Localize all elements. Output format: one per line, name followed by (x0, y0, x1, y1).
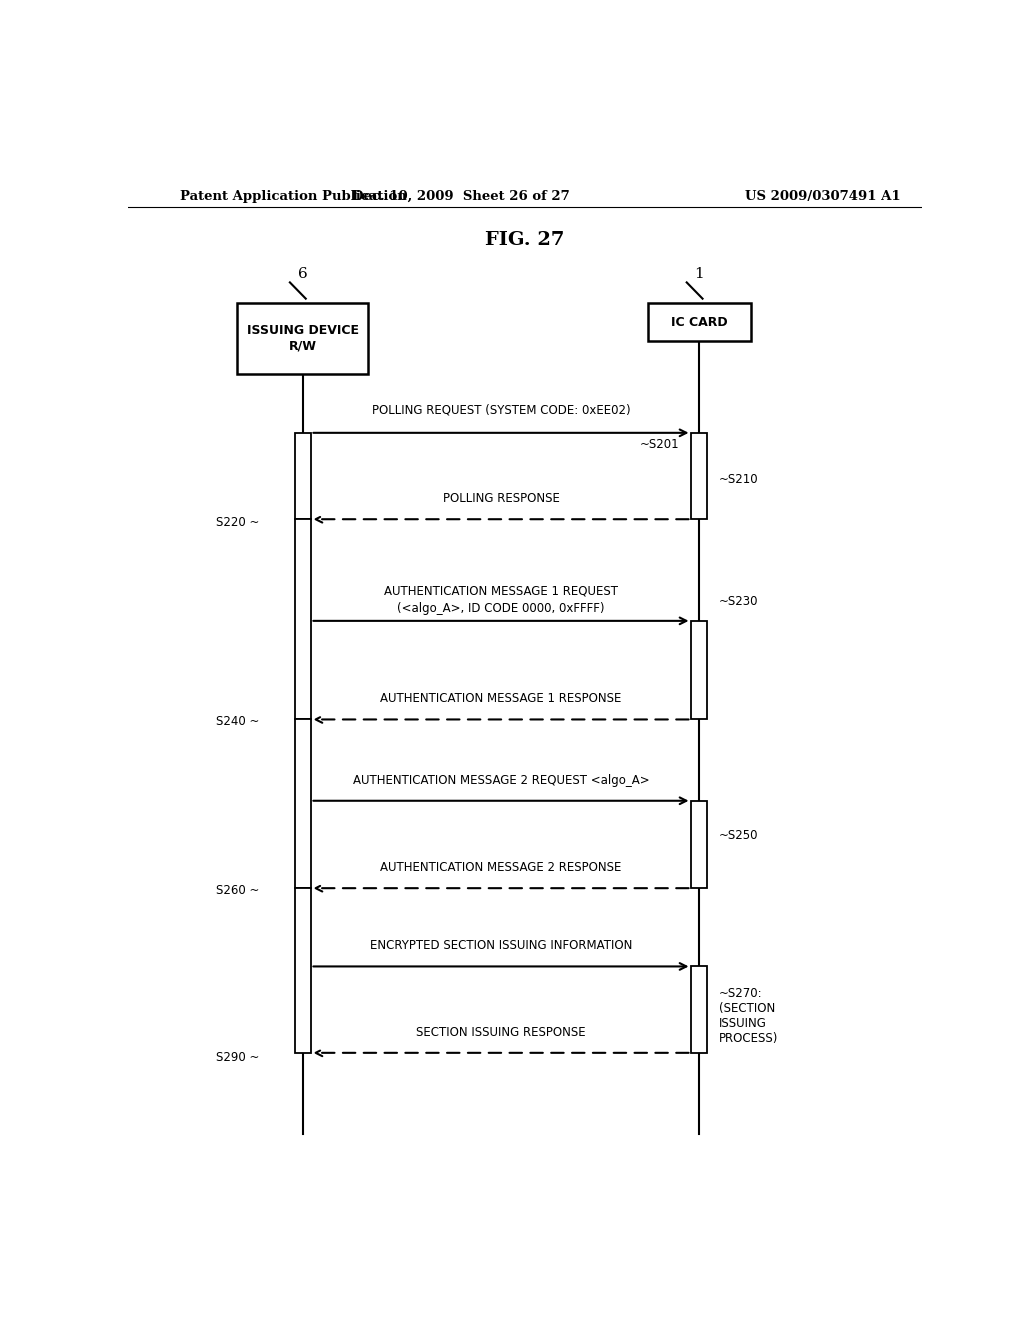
Text: SECTION ISSUING RESPONSE: SECTION ISSUING RESPONSE (416, 1026, 586, 1039)
Text: S240 ~: S240 ~ (216, 715, 259, 729)
Bar (691, 620, 708, 719)
Text: ~S210: ~S210 (719, 474, 759, 487)
Text: IC CARD: IC CARD (671, 315, 728, 329)
Text: ~S250: ~S250 (719, 829, 759, 842)
Text: 6: 6 (298, 267, 307, 281)
Bar (295, 519, 310, 719)
Bar (691, 801, 708, 888)
Text: ~S201: ~S201 (640, 438, 680, 451)
Bar (295, 719, 310, 888)
Bar (648, 302, 751, 342)
Text: AUTHENTICATION MESSAGE 1 RESPONSE: AUTHENTICATION MESSAGE 1 RESPONSE (380, 692, 622, 705)
Text: 1: 1 (694, 267, 705, 281)
Text: ENCRYPTED SECTION ISSUING INFORMATION: ENCRYPTED SECTION ISSUING INFORMATION (370, 940, 632, 952)
Text: Patent Application Publication: Patent Application Publication (179, 190, 407, 202)
Bar (691, 966, 708, 1053)
Text: S220 ~: S220 ~ (216, 516, 259, 529)
Text: (<algo_A>, ID CODE 0000, 0xFFFF): (<algo_A>, ID CODE 0000, 0xFFFF) (397, 602, 605, 615)
Text: US 2009/0307491 A1: US 2009/0307491 A1 (744, 190, 900, 202)
Text: FIG. 27: FIG. 27 (485, 231, 564, 248)
Bar (295, 433, 310, 519)
Text: POLLING RESPONSE: POLLING RESPONSE (442, 492, 559, 506)
Text: POLLING REQUEST (SYSTEM CODE: 0xEE02): POLLING REQUEST (SYSTEM CODE: 0xEE02) (372, 404, 631, 417)
Text: ~S270:
(SECTION
ISSUING
PROCESS): ~S270: (SECTION ISSUING PROCESS) (719, 987, 778, 1044)
Bar (691, 433, 708, 519)
Text: ~S230: ~S230 (719, 595, 759, 609)
Text: AUTHENTICATION MESSAGE 2 REQUEST <algo_A>: AUTHENTICATION MESSAGE 2 REQUEST <algo_A… (352, 774, 649, 787)
Text: AUTHENTICATION MESSAGE 1 REQUEST: AUTHENTICATION MESSAGE 1 REQUEST (384, 585, 618, 598)
Text: Dec. 10, 2009  Sheet 26 of 27: Dec. 10, 2009 Sheet 26 of 27 (352, 190, 570, 202)
Bar (295, 888, 310, 1053)
Text: ISSUING DEVICE
R/W: ISSUING DEVICE R/W (247, 325, 358, 352)
Text: S260 ~: S260 ~ (216, 884, 259, 898)
Text: AUTHENTICATION MESSAGE 2 RESPONSE: AUTHENTICATION MESSAGE 2 RESPONSE (380, 861, 622, 874)
Text: S290 ~: S290 ~ (216, 1051, 259, 1064)
Bar (238, 302, 368, 374)
